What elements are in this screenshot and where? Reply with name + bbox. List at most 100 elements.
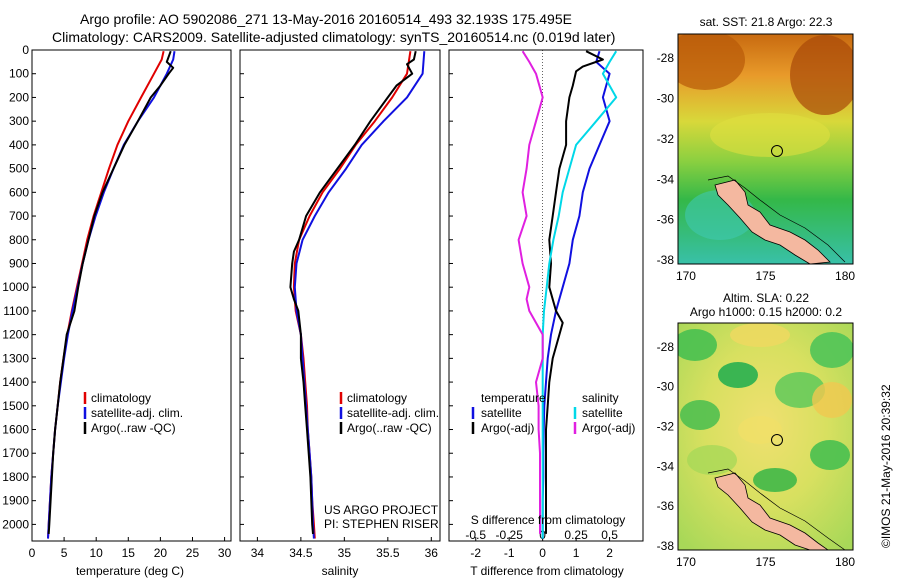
map-y-tick-label: -38 <box>657 539 675 553</box>
x-tick-label: 35 <box>338 546 352 560</box>
x-tick-label: 34.5 <box>289 546 313 560</box>
sst-map-image <box>678 34 853 264</box>
y-tick-label: 1400 <box>2 375 29 389</box>
map-y-tick-label: -32 <box>657 420 675 434</box>
map-y-tick-label: -28 <box>657 51 675 65</box>
map-y-tick-label: -34 <box>657 172 675 186</box>
x-tick-label: 2 <box>606 546 613 560</box>
legend-label-climatology: climatology <box>91 391 151 405</box>
y-tick-label: 300 <box>9 114 29 128</box>
imos-credit: ©IMOS 21-May-2016 20:39:32 <box>879 384 893 548</box>
map-y-tick-label: -34 <box>657 459 675 473</box>
series-line-climatology <box>47 50 165 539</box>
temperature-xlabel: temperature (deg C) <box>76 564 184 578</box>
x-tick-label: -2 <box>470 546 481 560</box>
y-tick-label: 2000 <box>2 517 29 531</box>
sst-map-title: sat. SST: 21.8 Argo: 22.3 <box>700 15 833 29</box>
y-tick-label: 1600 <box>2 423 29 437</box>
difference-panel-frame <box>448 49 644 542</box>
salinity-panel-frame <box>239 49 441 542</box>
pi-annotation: PI: STEPHEN RISER <box>324 517 439 531</box>
sst-float-marker <box>771 145 783 157</box>
y-tick-label: 500 <box>9 162 29 176</box>
legend-label-argo: Argo(..raw -QC) <box>347 421 432 435</box>
x-tick-label: 20 <box>154 546 168 560</box>
sla-map-image <box>678 323 853 550</box>
legend-label-temp-satellite: satellite <box>481 406 522 420</box>
y-tick-label: 600 <box>9 185 29 199</box>
legend-label-sal-satellite: satellite <box>582 406 623 420</box>
figure-title-line2: Climatology: CARS2009. Satellite-adjuste… <box>52 29 615 45</box>
map-y-tick-label: -28 <box>657 340 675 354</box>
s-tick-label: -0.5 <box>465 528 486 542</box>
x-tick-label: 10 <box>90 546 104 560</box>
difference-legend: temperature salinity satellite Argo(-adj… <box>471 391 635 435</box>
map-y-tick-label: -36 <box>657 213 675 227</box>
y-tick-label: 800 <box>9 233 29 247</box>
axis-ticks: 0100200300400500600700800900100011001200… <box>2 43 855 569</box>
y-tick-label: 400 <box>9 138 29 152</box>
y-tick-label: 0 <box>22 43 29 57</box>
legend-label-argo: Argo(..raw -QC) <box>91 421 176 435</box>
x-tick-label: 0 <box>29 546 36 560</box>
y-tick-label: 900 <box>9 256 29 270</box>
x-tick-label: 35.5 <box>376 546 400 560</box>
profile-series <box>47 50 618 539</box>
legend-label-climatology: climatology <box>347 391 407 405</box>
y-tick-label: 1200 <box>2 328 29 342</box>
sla-map-frame <box>677 322 854 551</box>
map-x-tick-label: 170 <box>676 269 696 283</box>
y-tick-label: 1300 <box>2 351 29 365</box>
s-tick-label: 0.25 <box>564 528 588 542</box>
series-line-satellite-adj-clim <box>293 51 426 539</box>
y-tick-label: 100 <box>9 67 29 81</box>
temperature-legend: climatology satellite-adj. clim. Argo(..… <box>83 391 183 435</box>
x-tick-label: -1 <box>504 546 515 560</box>
s-tick-label: -0.25 <box>496 528 524 542</box>
x-tick-label: 5 <box>61 546 68 560</box>
x-tick-label: 34 <box>251 546 265 560</box>
legend-label-temp-argo: Argo(-adj) <box>481 421 534 435</box>
y-tick-label: 1900 <box>2 494 29 508</box>
legend-label-sal-argo: Argo(-adj) <box>582 421 635 435</box>
map-y-tick-label: -30 <box>657 92 675 106</box>
sla-map-title-line1: Altim. SLA: 0.22 <box>723 291 809 305</box>
difference-xlabel: T difference from climatology <box>470 564 624 578</box>
legend-label-satellite: satellite-adj. clim. <box>91 406 183 420</box>
x-tick-label: 36 <box>425 546 439 560</box>
series-line-satellite-adj-clim <box>47 51 176 539</box>
series-line-temperature-argo-adj <box>545 50 604 534</box>
figure-title-line1: Argo profile: AO 5902086_271 13-May-2016… <box>80 11 572 27</box>
map-y-tick-label: -38 <box>657 253 675 267</box>
sla-float-marker <box>771 434 783 446</box>
x-tick-label: 15 <box>122 546 136 560</box>
series-line-argo-raw-qc <box>47 50 175 534</box>
y-tick-label: 200 <box>9 90 29 104</box>
map-x-tick-label: 180 <box>835 555 855 569</box>
temperature-panel-frame <box>31 49 232 542</box>
s-tick-label: 0.5 <box>601 528 618 542</box>
x-tick-label: 30 <box>218 546 232 560</box>
y-tick-label: 1700 <box>2 446 29 460</box>
legend-header-salinity: salinity <box>582 391 619 405</box>
y-tick-label: 1000 <box>2 280 29 294</box>
map-y-tick-label: -32 <box>657 132 675 146</box>
y-tick-label: 700 <box>9 209 29 223</box>
x-tick-label: 25 <box>186 546 200 560</box>
series-line-salinity-satellite <box>541 50 618 539</box>
map-x-tick-label: 180 <box>835 269 855 283</box>
sst-map-frame <box>677 33 854 265</box>
series-line-temperature-satellite <box>541 50 611 539</box>
map-x-tick-label: 175 <box>755 269 775 283</box>
series-line-argo-raw-qc <box>289 50 417 534</box>
salinity-xlabel: salinity <box>322 564 359 578</box>
map-x-tick-label: 170 <box>676 555 696 569</box>
map-x-tick-label: 175 <box>755 555 775 569</box>
y-tick-label: 1800 <box>2 470 29 484</box>
legend-header-temperature: temperature <box>481 391 546 405</box>
project-annotation: US ARGO PROJECT <box>324 503 439 517</box>
x-tick-label: 1 <box>573 546 580 560</box>
map-y-tick-label: -30 <box>657 380 675 394</box>
series-line-salinity-argo-adj <box>517 50 544 534</box>
